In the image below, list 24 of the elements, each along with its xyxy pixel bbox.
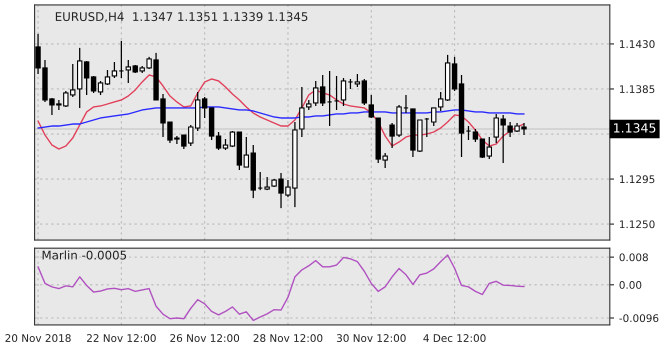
candlestick [431,107,436,127]
candlestick [299,86,305,138]
candlestick [340,77,346,107]
y-tick-label: 1.1430 [620,40,655,48]
candlestick [306,99,312,111]
candlestick [264,176,270,191]
x-tick-label: 20 Nov 2018 [5,334,71,342]
x-tick-label: 30 Nov 12:00 [336,334,406,342]
y-tick-label: 0.008 [620,253,648,262]
x-tick-label: 28 Nov 12:00 [254,334,322,342]
candlestick [368,94,374,119]
y-tick-label: 1.1295 [620,175,654,184]
x-tick-label: 26 Nov 12:00 [170,334,240,342]
x-tick-label: 22 Nov 12:00 [87,334,156,342]
y-tick-label: 1.1385 [620,85,654,94]
y-tick-label: -0.0096 [619,314,658,322]
chart-title: Marlin -0.0005 [42,250,126,260]
y-tick-label: 0.00 [620,281,642,289]
candlestick [104,69,110,86]
y-tick-label: 1.1250 [620,220,655,228]
text: EURUSD,H4 1.1347 1.1351 1.1339 1.1345 [56,12,308,22]
ref-line-label: 1.1345 [614,123,656,133]
candlestick [112,61,118,79]
x-tick-label: 4 Dec 12:00 [423,334,486,342]
